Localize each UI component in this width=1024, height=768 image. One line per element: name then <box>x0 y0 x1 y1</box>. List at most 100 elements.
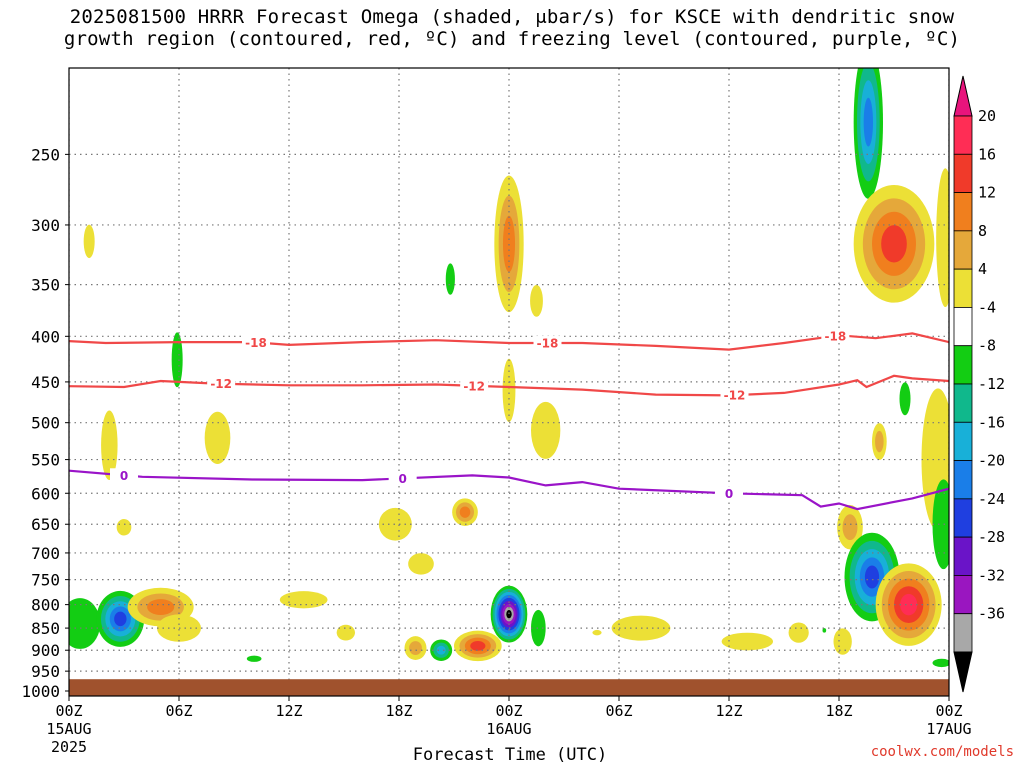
ytick-label-300: 300 <box>31 216 60 235</box>
colorbar-label-9: -20 <box>978 452 1005 470</box>
colorbar-swatch-10 <box>953 498 973 538</box>
colorbar-label-11: -28 <box>978 528 1005 546</box>
source-credit: coolwx.com/models <box>870 744 1014 760</box>
omega-blob-1-level-0 <box>101 410 118 481</box>
contour-label-1-2: -12 <box>724 389 746 403</box>
omega-blob-8-level-0 <box>204 411 231 464</box>
contour-label-bg-2-0 <box>110 468 138 483</box>
xtick-label-0: 00Z <box>55 702 82 720</box>
colorbar-label-7: -12 <box>978 375 1005 393</box>
chart-title: 2025081500 HRRR Forecast Omega (shaded, … <box>0 6 1024 50</box>
xtick-label-1: 06Z <box>165 702 192 720</box>
colorbar-swatch-1 <box>953 153 973 193</box>
contour-label-bg-0-2 <box>821 328 850 343</box>
colorbar-swatch-5 <box>953 307 973 347</box>
xtick-label-4: 00Z <box>495 702 522 720</box>
omega-blob-24-level-0 <box>531 401 561 459</box>
colorbar-swatch-12 <box>953 575 973 615</box>
omega-blob-28-level-0 <box>788 622 809 643</box>
colorbar-swatch-7 <box>953 383 973 423</box>
omega-blob-13-level-0 <box>408 553 434 575</box>
omega-blob-37-level-4 <box>900 593 918 616</box>
contour-line-1 <box>69 374 949 397</box>
ytick-label-750: 750 <box>31 571 60 590</box>
chart-title-line-2: growth region (contoured, red, ºC) and f… <box>63 28 961 50</box>
contour-label-1-1: -12 <box>463 379 485 393</box>
contour-label-bg-2-2 <box>715 486 743 501</box>
omega-blob-7-level-0 <box>171 332 183 388</box>
grid-lines <box>69 68 949 696</box>
xtick-label-7: 18Z <box>825 702 852 720</box>
omega-blob-16-level-2 <box>459 506 471 518</box>
colorbar-swatch-13 <box>953 613 973 653</box>
omega-blob-9-level-0 <box>246 655 262 662</box>
ytick-label-1000: 1000 <box>21 682 60 701</box>
colorbar-label-4: 4 <box>978 260 987 278</box>
omega-blob-0-level-0 <box>83 224 95 259</box>
omega-blob-34-level-3 <box>881 225 907 263</box>
colorbar-swatch-2 <box>953 192 973 232</box>
omega-blob-36-level-0 <box>899 382 911 416</box>
colorbar-swatch-4 <box>953 268 973 308</box>
colorbar-label-8: -16 <box>978 413 1005 431</box>
ground-below-surface <box>69 679 949 696</box>
ytick-label-800: 800 <box>31 596 60 615</box>
colorbar-swatch-6 <box>953 345 973 385</box>
omega-blob-35-level-1 <box>875 430 884 453</box>
omega-blob-22-level-0 <box>531 609 546 647</box>
chart-title-line-1: 2025081500 HRRR Forecast Omega (shaded, … <box>69 6 955 28</box>
omega-blob-39-level-0 <box>936 168 949 308</box>
omega-blob-18-level-0 <box>445 263 455 295</box>
colorbar: 20 16 12 8 4 -4 -8 -12 -16 -20 -24 -28 -32 -36 <box>953 75 1005 693</box>
colorbar-label-3: 8 <box>978 222 987 240</box>
ytick-label-650: 650 <box>31 515 60 534</box>
omega-blob-33-level-3 <box>863 97 873 147</box>
ytick-label-400: 400 <box>31 327 60 346</box>
xtick-label-3: 18Z <box>385 702 412 720</box>
colorbar-swatch-0 <box>953 115 973 155</box>
ytick-label-950: 950 <box>31 662 60 681</box>
colorbar-swatch-3 <box>953 230 973 270</box>
omega-blob-3-level-0 <box>69 598 101 649</box>
xtick-year-0: 2025 <box>51 738 87 756</box>
pressure-axis: 250 300 350 400 450 500 550 600 650 700 750 800 850 9… <box>21 145 69 701</box>
omega-blob-10-level-0 <box>279 591 328 609</box>
ytick-label-550: 550 <box>31 451 60 470</box>
contour-label-bg-0-1 <box>533 336 562 351</box>
omega-blob-30-level-0 <box>833 628 852 655</box>
colorbar-swatch-11 <box>953 536 973 576</box>
contour-label-bg-1-1 <box>460 378 489 393</box>
ytick-label-350: 350 <box>31 276 60 295</box>
ytick-label-500: 500 <box>31 414 60 433</box>
omega-shading <box>69 68 949 668</box>
xtick-label-8: 00Z <box>935 702 962 720</box>
contour-label-2-1: 0 <box>398 472 406 486</box>
ytick-label-900: 900 <box>31 641 60 660</box>
xtick-label-2: 12Z <box>275 702 302 720</box>
omega-blob-20-level-0 <box>502 358 516 423</box>
x-axis-label: Forecast Time (UTC) <box>412 745 608 765</box>
omega-blob-4-level-4 <box>114 611 127 627</box>
ytick-label-600: 600 <box>31 484 60 503</box>
ytick-label-850: 850 <box>31 619 60 638</box>
colorbar-label-1: 16 <box>978 145 996 163</box>
omega-blob-25-level-0 <box>592 629 602 636</box>
omega-blob-21-level-8 <box>506 609 512 619</box>
colorbar-top-arrow <box>953 75 973 117</box>
xtick-label-6: 12Z <box>715 702 742 720</box>
contour-label-0-2: -18 <box>824 329 846 343</box>
colorbar-label-2: 12 <box>978 184 996 202</box>
contour-label-bg-1-2 <box>720 388 749 403</box>
omega-blob-2-level-0 <box>116 518 132 536</box>
colorbar-swatch-9 <box>953 460 973 500</box>
ytick-label-250: 250 <box>31 145 60 164</box>
omega-blob-11-level-0 <box>336 624 356 641</box>
contour-label-2-2: 0 <box>725 487 733 501</box>
omega-blob-29-level-0 <box>822 628 827 633</box>
contour-label-bg-2-1 <box>388 471 417 486</box>
omega-blob-5-level-2 <box>147 599 175 615</box>
xtick-date-0: 15AUG <box>46 720 91 738</box>
xtick-date-4: 16AUG <box>486 720 531 738</box>
